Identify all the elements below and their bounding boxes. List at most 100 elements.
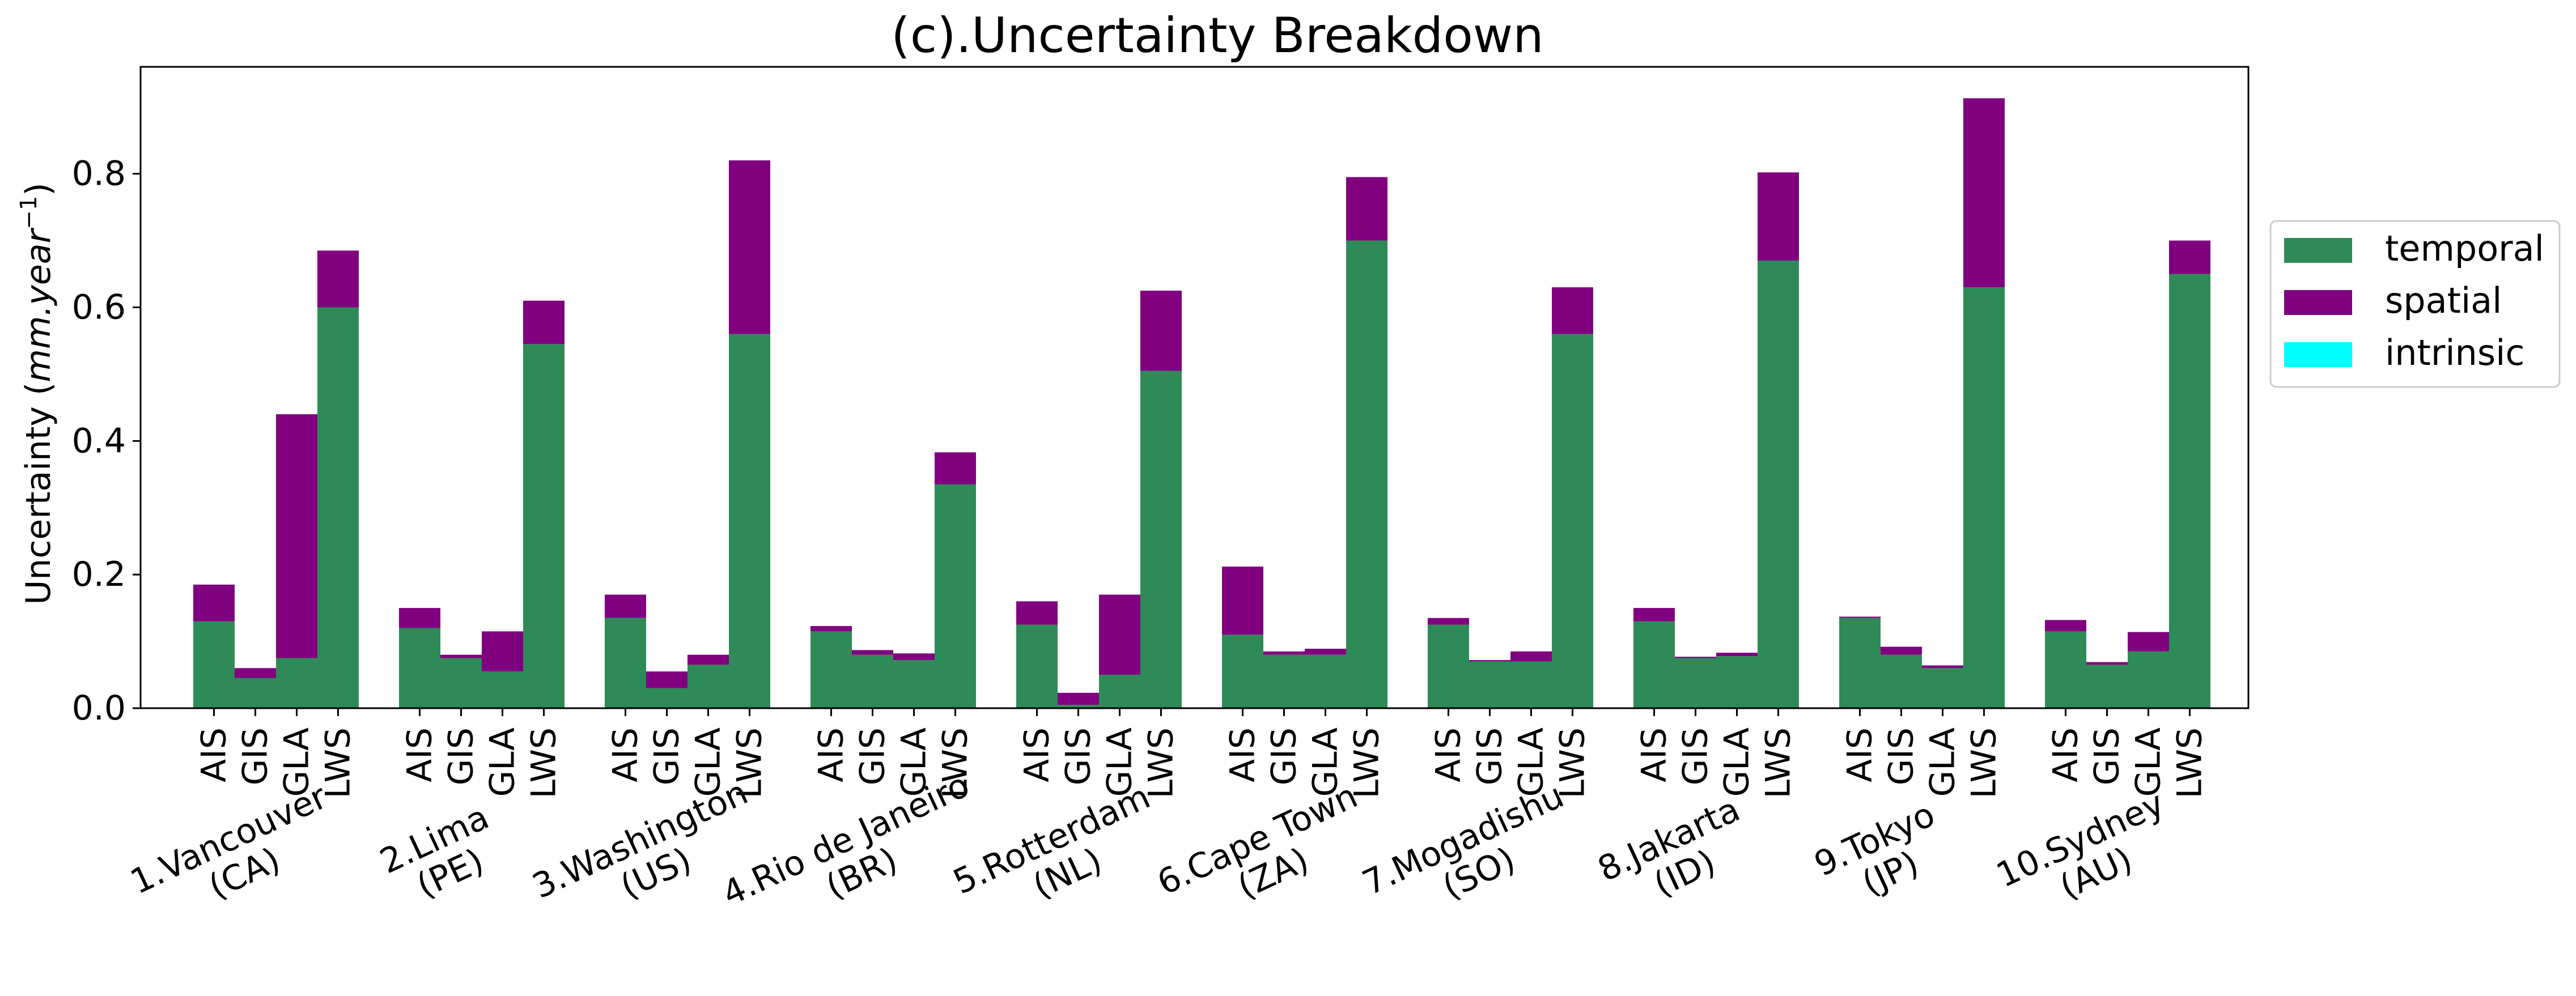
legend-swatch-spatial: [2284, 290, 2352, 315]
bar-spatial: [1922, 665, 1963, 669]
x-tick-label: AIS: [1429, 727, 1469, 782]
bar-temporal: [935, 484, 976, 708]
bar-temporal: [2169, 274, 2210, 709]
x-tick-label: AIS: [400, 727, 440, 782]
bar-spatial: [1222, 567, 1263, 635]
bar-spatial: [276, 414, 317, 658]
legend-label-spatial: spatial: [2385, 280, 2502, 321]
y-tick-label: 0.8: [72, 154, 126, 194]
bar-temporal: [605, 618, 646, 708]
bar-spatial: [935, 452, 976, 484]
bar-spatial: [2169, 240, 2210, 274]
group-label: 9.Tokyo(JP): [1809, 795, 1957, 918]
x-tick-label: GLA: [483, 727, 523, 797]
x-tick-label: GIS: [1882, 727, 1921, 785]
group-label: 7.Mogadishu(SO): [1356, 776, 1585, 937]
bar-spatial: [440, 654, 482, 658]
bar-spatial: [1469, 660, 1510, 662]
bar-spatial: [1263, 651, 1305, 655]
bar-spatial: [193, 584, 235, 622]
bar-temporal: [1263, 654, 1305, 708]
y-axis-label-unit: mm.year: [19, 227, 58, 382]
x-tick-label: LWS: [730, 727, 770, 798]
chart-title: (c).Uncertainty Breakdown: [891, 7, 1543, 64]
x-tick-label: LWS: [1759, 727, 1798, 798]
x-tick-label: GIS: [1676, 727, 1716, 785]
x-tick-label: AIS: [812, 727, 851, 782]
bar-spatial: [810, 625, 852, 632]
bar-temporal: [1881, 654, 1922, 708]
bar-spatial: [317, 250, 359, 308]
bar-temporal: [1099, 675, 1140, 708]
bar-spatial: [646, 671, 688, 688]
x-tick-label: GIS: [2087, 727, 2127, 785]
plot-frame: [139, 66, 2250, 709]
x-tick-label: AIS: [194, 727, 234, 782]
bar-temporal: [1552, 334, 1593, 708]
bar-temporal: [1758, 260, 1799, 708]
bar-temporal: [235, 678, 276, 708]
bar-spatial: [688, 654, 729, 665]
bar-temporal: [1469, 661, 1510, 708]
x-tick-label: LWS: [1141, 727, 1181, 798]
y-axis-label: Uncertainty (mm.year−1): [16, 182, 58, 605]
bar-spatial: [729, 160, 770, 334]
group-label: 8.Jakarta(ID): [1592, 790, 1762, 923]
x-tick-label: GLA: [1100, 727, 1140, 797]
bar-spatial: [893, 653, 935, 661]
bar-spatial: [1428, 618, 1469, 625]
x-tick-label: GIS: [442, 727, 481, 785]
bar-temporal: [317, 307, 359, 708]
x-tick-label: GLA: [1923, 727, 1963, 797]
bar-temporal: [2128, 651, 2169, 708]
bar-spatial: [482, 631, 523, 672]
bar-spatial: [1758, 172, 1799, 261]
bar-temporal: [1675, 658, 1716, 708]
bar-temporal: [729, 334, 770, 708]
bars-layer: [193, 98, 2210, 709]
x-tick-label: GLA: [277, 727, 317, 797]
y-tick-label: 0.2: [72, 555, 126, 594]
x-tick-label: GLA: [2129, 727, 2168, 797]
bar-spatial: [852, 650, 893, 655]
bar-temporal: [1016, 624, 1058, 708]
x-tick-label: AIS: [2046, 727, 2086, 782]
bar-spatial: [1716, 653, 1758, 657]
bar-temporal: [1510, 661, 1552, 708]
x-tick-label: LWS: [1553, 727, 1593, 798]
x-tick-label: AIS: [1017, 727, 1057, 782]
x-tick-label: GIS: [236, 727, 275, 785]
bar-spatial: [1099, 594, 1140, 675]
bar-spatial: [605, 594, 646, 618]
bar-spatial: [1305, 649, 1346, 655]
x-tick-label: LWS: [1347, 727, 1387, 798]
x-tick-label: GIS: [1264, 727, 1304, 785]
bar-temporal: [810, 631, 852, 708]
bar-spatial: [235, 668, 276, 678]
bar-temporal: [1058, 705, 1099, 708]
bar-temporal: [1140, 371, 1182, 708]
bar-temporal: [2045, 631, 2086, 708]
bar-spatial: [1633, 608, 1675, 622]
x-tick-label: GLA: [689, 727, 728, 797]
x-axis-ticks: AIS GIS GLA LWS AIS GIS GLA LWS AIS GIS GLA LWS AIS G…: [194, 708, 2210, 798]
x-tick-label: GLA: [894, 727, 934, 797]
y-axis-label-close: ): [19, 182, 58, 195]
bar-temporal: [1963, 287, 2005, 708]
bar-spatial: [1016, 601, 1058, 625]
bar-temporal: [893, 660, 935, 708]
y-tick-label: 0.4: [72, 421, 126, 461]
bar-temporal: [482, 671, 523, 708]
y-tick-label: 0.0: [72, 688, 126, 728]
bar-temporal: [2086, 665, 2128, 708]
bar-temporal: [1633, 621, 1675, 708]
bar-spatial: [1552, 287, 1593, 334]
x-tick-label: GIS: [647, 727, 687, 785]
bar-temporal: [440, 658, 482, 708]
x-tick-label: LWS: [319, 727, 358, 798]
bar-temporal: [276, 658, 317, 708]
bar-spatial: [1675, 657, 1716, 658]
bar-spatial: [1963, 98, 2005, 288]
y-tick-label: 0.6: [72, 288, 126, 327]
bar-temporal: [1222, 635, 1263, 708]
